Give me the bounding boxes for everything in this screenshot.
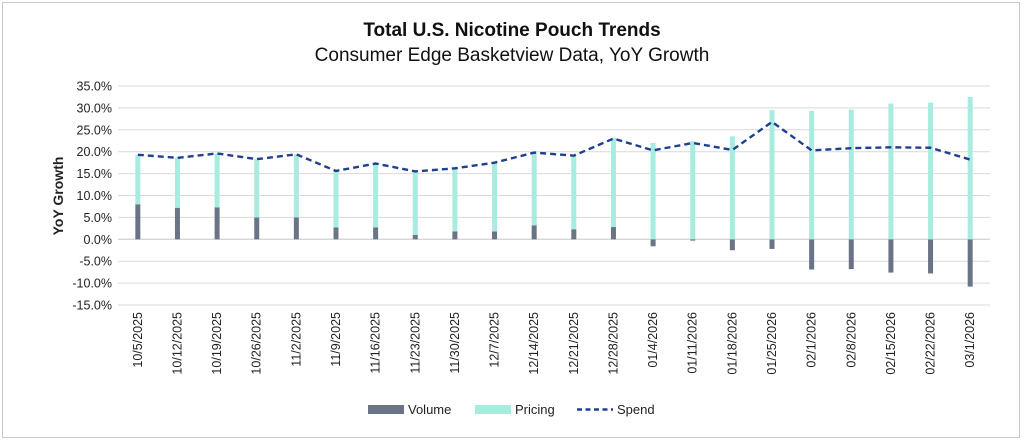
x-tick-label: 10/19/2025: [210, 312, 224, 375]
pricing-bar: [888, 103, 894, 240]
x-tick-label: 12/28/2025: [606, 312, 620, 375]
y-tick-label: 35.0%: [77, 80, 112, 94]
x-tick-label: 11/9/2025: [329, 312, 343, 367]
x-tick-label: 12/7/2025: [488, 312, 502, 368]
pricing-bar: [293, 154, 299, 218]
legend-swatch: [475, 405, 511, 414]
y-tick-label: -10.0%: [72, 277, 112, 291]
y-axis: -15.0% -10.0% -5.0% 0.0% 5.0% 10.0% 15.0% 20.0%…: [72, 80, 112, 313]
x-tick-label: 02/22/2026: [924, 312, 938, 375]
legend-label: Spend: [617, 402, 655, 417]
volume-bar: [967, 239, 973, 287]
pricing-bar: [214, 153, 220, 208]
x-tick-label: 01/25/2026: [765, 312, 779, 375]
volume-bar: [333, 227, 339, 240]
chart-subtitle: Consumer Edge Basketview Data, YoY Growt…: [314, 45, 710, 66]
volume-bar: [174, 207, 180, 240]
volume-bar: [888, 239, 894, 273]
pricing-bar: [135, 155, 141, 205]
gridlines: [118, 85, 990, 306]
pricing-bar: [650, 142, 656, 240]
y-tick-label: 10.0%: [77, 189, 112, 203]
x-tick-label: 10/12/2025: [170, 312, 184, 375]
legend-label: Pricing: [515, 402, 555, 417]
pricing-bar: [848, 109, 854, 240]
pricing-bar: [492, 162, 498, 232]
legend-label: Volume: [408, 402, 451, 417]
pricing-bar: [690, 141, 696, 240]
volume-bar: [729, 239, 735, 251]
pricing-bar: [373, 163, 379, 228]
x-tick-label: 03/1/2026: [963, 312, 977, 368]
y-tick-label: 30.0%: [77, 101, 112, 115]
pricing-bar: [809, 110, 815, 240]
pricing-bar: [571, 156, 577, 230]
volume-bar: [492, 231, 498, 240]
volume-bar: [531, 225, 537, 240]
volume-bar: [769, 239, 775, 249]
volume-bar: [848, 239, 854, 270]
y-tick-label: -15.0%: [72, 299, 112, 313]
y-tick-label: 0.0%: [84, 233, 113, 247]
x-tick-label: 01/18/2026: [725, 312, 739, 375]
volume-bar: [571, 229, 577, 240]
x-tick-label: 11/30/2025: [448, 312, 462, 374]
x-tick-label: 11/23/2025: [408, 312, 422, 374]
x-tick-label: 02/8/2026: [844, 312, 858, 368]
legend-swatch: [368, 405, 404, 414]
spend-line: [137, 120, 971, 173]
volume-bar: [293, 217, 299, 240]
y-axis-label: YoY Growth: [50, 157, 66, 236]
volume-bar: [690, 239, 696, 241]
x-tick-label: 02/1/2026: [805, 312, 819, 368]
x-tick-label: 12/14/2025: [527, 312, 541, 375]
x-tick-label: 11/16/2025: [369, 312, 383, 374]
y-tick-label: 20.0%: [77, 145, 112, 159]
x-axis: 10/5/2025 10/12/2025 10/19/2025 10/26/2025 1…: [131, 312, 977, 375]
spend-line-path: [137, 120, 971, 173]
y-tick-label: 5.0%: [84, 211, 113, 225]
volume-bar: [610, 227, 616, 240]
x-tick-label: 02/15/2026: [884, 312, 898, 375]
y-tick-label: 25.0%: [77, 123, 112, 137]
x-tick-label: 12/21/2025: [567, 312, 581, 375]
volume-bar: [412, 234, 418, 240]
volume-bar: [452, 231, 458, 240]
legend: Volume Pricing Spend: [368, 402, 655, 417]
pricing-bar: [531, 152, 537, 226]
pricing-bar: [967, 96, 973, 240]
chart-title: Total U.S. Nicotine Pouch Trends: [363, 20, 661, 41]
pricing-bar: [452, 167, 458, 232]
volume-bar: [135, 204, 141, 240]
pricing-bar: [729, 136, 735, 240]
volume-bar: [809, 239, 815, 270]
pricing-bar: [769, 110, 775, 240]
volume-bar: [650, 239, 656, 247]
pricing-bar: [610, 137, 616, 228]
x-tick-label: 10/5/2025: [131, 312, 145, 368]
y-tick-label: -5.0%: [79, 255, 112, 269]
bars: [135, 96, 973, 287]
x-tick-label: 11/2/2025: [289, 312, 303, 367]
volume-bar: [254, 217, 260, 240]
pricing-bar: [333, 170, 339, 228]
pricing-bar: [174, 157, 180, 208]
x-tick-label: 10/26/2025: [250, 312, 264, 375]
volume-bar: [928, 239, 934, 274]
pricing-bar: [412, 171, 418, 235]
x-tick-label: 01/4/2026: [646, 312, 660, 368]
volume-bar: [214, 207, 220, 240]
y-tick-label: 15.0%: [77, 167, 112, 181]
pricing-bar: [254, 159, 260, 218]
volume-bar: [373, 227, 379, 240]
pricing-bar: [928, 102, 934, 240]
x-tick-label: 01/11/2026: [686, 312, 700, 374]
